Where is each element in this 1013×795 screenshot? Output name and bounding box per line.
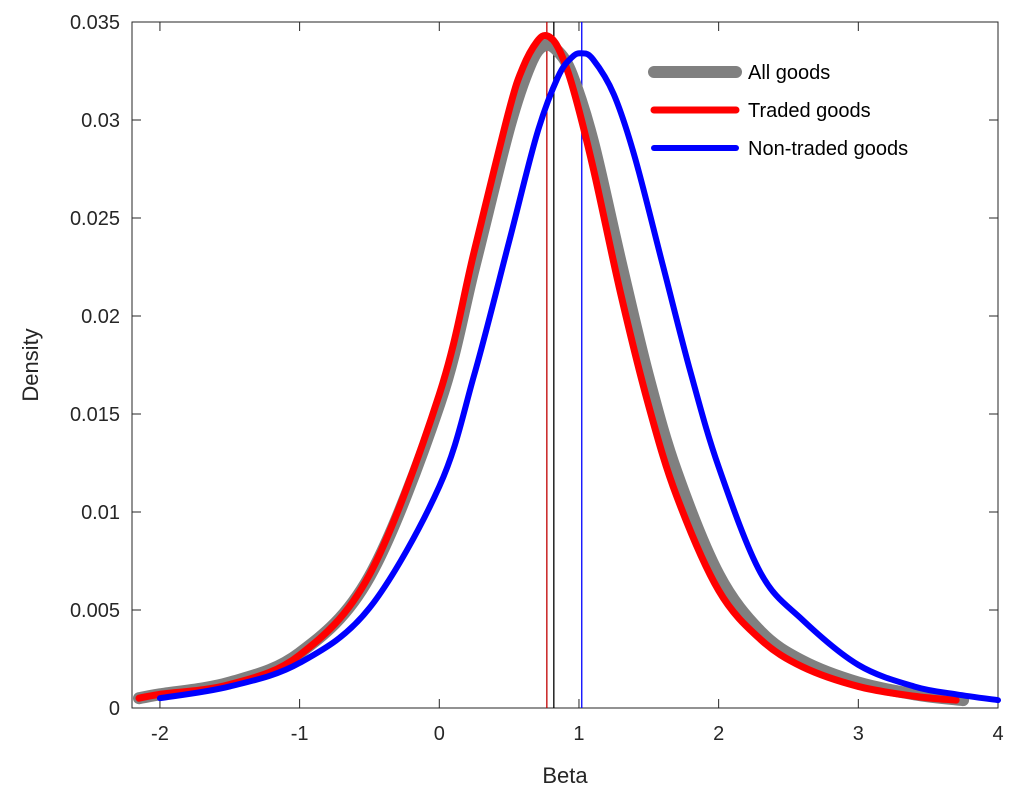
traded-goods-curve xyxy=(135,31,960,704)
x-axis-title: Beta xyxy=(542,763,588,788)
legend-item-non-traded-goods: Non-traded goods xyxy=(651,138,908,160)
y-tick-label: 0.035 xyxy=(70,12,120,34)
legend-label: Non-traded goods xyxy=(748,138,908,160)
legend-label: Traded goods xyxy=(748,100,871,122)
y-tick-label: 0.005 xyxy=(70,600,120,622)
x-tick-label: 0 xyxy=(434,723,445,745)
legend-label: All goods xyxy=(748,62,830,84)
y-tick-label: 0.02 xyxy=(81,306,120,328)
y-tick-label: 0.015 xyxy=(70,404,120,426)
x-tick-label: 1 xyxy=(573,723,584,745)
y-axis-title: Density xyxy=(18,328,43,401)
x-tick-label: 3 xyxy=(853,723,864,745)
y-tick-label: 0.01 xyxy=(81,502,120,524)
x-tick-label: 2 xyxy=(713,723,724,745)
legend-item-traded-goods: Traded goods xyxy=(650,100,871,122)
y-tick-label: 0 xyxy=(109,698,120,720)
x-tick-label: 4 xyxy=(992,723,1003,745)
y-tick-label: 0.025 xyxy=(70,208,120,230)
x-tick-label: -1 xyxy=(291,723,309,745)
plot-area xyxy=(131,21,999,709)
non-traded-goods-curve xyxy=(156,50,1001,704)
legend: All goods Traded goods Non-traded goods xyxy=(648,62,908,160)
mean-lines xyxy=(546,22,583,708)
density-curves xyxy=(132,31,1001,707)
x-tick-label: -2 xyxy=(151,723,169,745)
legend-item-all-goods: All goods xyxy=(648,62,830,84)
axes: -2 -1 0 1 2 3 4 0 0.005 0.01 0.015 0.02 0.025 0.03 0.0… xyxy=(70,12,1004,745)
y-tick-label: 0.03 xyxy=(81,110,120,132)
